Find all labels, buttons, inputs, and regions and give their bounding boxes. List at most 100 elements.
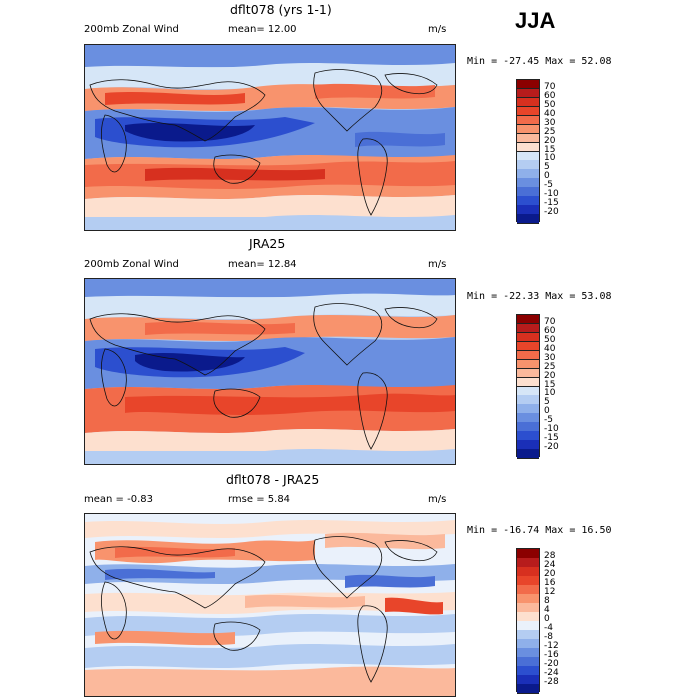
season-label: JJA	[515, 8, 556, 33]
colorbar-segment	[517, 368, 539, 379]
field-band	[85, 195, 455, 219]
colorbar-tick-label: 30	[544, 117, 556, 128]
colorbar-segment	[517, 106, 539, 117]
colorbar-tick-label: 0	[544, 171, 550, 182]
field-band	[325, 532, 445, 550]
colorbar-segment	[517, 431, 539, 441]
colorbar-tick-label: -28	[544, 677, 559, 687]
field-band	[245, 594, 365, 608]
colorbar-tick-label: 4	[544, 605, 550, 615]
colorbar-tick-label: 28	[544, 551, 556, 561]
field-band	[85, 293, 455, 319]
panel-3-units: m/s	[428, 494, 447, 505]
colorbar-segment	[517, 422, 539, 432]
colorbar-segment	[517, 440, 539, 450]
colorbar-segment	[517, 88, 539, 99]
colorbar-segment	[517, 214, 539, 224]
panel-3-colorbar: 28 24 20 16 12 8 4 0 -4 -8 -12 -16 -20 -24 -28	[516, 548, 576, 694]
field-band	[145, 167, 325, 181]
colorbar-segment	[517, 323, 539, 334]
colorbar-tick-label: -20	[544, 207, 559, 218]
panel-3-minmax: Min = -16.74 Max = 16.50	[467, 525, 612, 536]
panel-3-colorbar-box	[516, 548, 540, 694]
colorbar-tick-label: 0	[544, 614, 550, 624]
colorbar-segment	[517, 187, 539, 197]
panel-1-map	[84, 44, 456, 231]
field-band	[85, 429, 455, 453]
colorbar-segment	[517, 341, 539, 352]
colorbar-segment	[517, 205, 539, 215]
colorbar-tick-label: -12	[544, 641, 559, 651]
field-band	[85, 614, 455, 636]
colorbar-tick-label: 15	[544, 379, 556, 390]
colorbar-segment	[517, 350, 539, 361]
colorbar-segment	[517, 449, 539, 459]
panel-3-map-svg	[85, 514, 455, 696]
colorbar-tick-label: 40	[544, 343, 556, 354]
panel-2-map-svg	[85, 279, 455, 464]
colorbar-tick-label: -15	[544, 198, 559, 209]
panel-1-map-svg	[85, 45, 455, 230]
colorbar-segment	[517, 395, 539, 405]
field-band	[85, 279, 455, 297]
field-band	[125, 393, 455, 415]
panel-2-title: JRA25	[249, 236, 286, 251]
colorbar-tick-label: 60	[544, 325, 556, 336]
panel-2-colorbar-box	[516, 314, 540, 459]
panel-3-mean-label: mean = -0.83	[84, 494, 153, 505]
colorbar-segment	[517, 359, 539, 370]
colorbar-tick-label: 16	[544, 578, 556, 588]
field-band	[315, 83, 435, 99]
panel-1-title: dflt078 (yrs 1-1)	[230, 2, 332, 17]
field-band	[145, 321, 295, 335]
colorbar-segment	[517, 115, 539, 126]
coastlines	[89, 303, 438, 450]
panel-2-map	[84, 278, 456, 465]
panel-2-variable-label: 200mb Zonal Wind	[84, 259, 179, 270]
field-band	[85, 45, 455, 67]
colorbar-tick-label: -4	[544, 623, 553, 633]
panel-1-units: m/s	[428, 24, 447, 35]
colorbar-segment	[517, 413, 539, 423]
colorbar-segment	[517, 124, 539, 135]
panel-1-minmax: Min = -27.45 Max = 52.08	[467, 56, 612, 67]
field-band	[355, 131, 445, 147]
colorbar-segment	[517, 97, 539, 108]
panel-3-map	[84, 513, 456, 697]
colorbar-tick-label: -20	[544, 659, 559, 669]
colorbar-tick-label: 70	[544, 316, 556, 327]
colorbar-tick-label: 70	[544, 81, 556, 92]
colorbar-segment	[517, 377, 539, 387]
panel-1-variable-label: 200mb Zonal Wind	[84, 24, 179, 35]
panel-2-mean-label: mean= 12.84	[228, 259, 297, 270]
colorbar-tick-label: -10	[544, 189, 559, 200]
panel-1-mean-label: mean= 12.00	[228, 24, 297, 35]
panel-2-colorbar: 70 60 50 40 30 25 20 15 10 5 0 -5 -10 -15 -20	[516, 314, 576, 459]
colorbar-tick-label: 24	[544, 560, 556, 570]
colorbar-segment	[517, 151, 539, 161]
colorbar-segment	[517, 133, 539, 144]
panel-1-colorbar: 70 60 50 40 30 25 20 15 10 5 0 -5 -10 -15 -20	[516, 79, 576, 224]
colorbar-tick-label: 50	[544, 99, 556, 110]
field-band	[85, 666, 455, 696]
colorbar-tick-label: -15	[544, 433, 559, 444]
colorbar-tick-label: 15	[544, 144, 556, 155]
colorbar-tick-label: -5	[544, 180, 553, 191]
colorbar-segment	[517, 315, 539, 325]
colorbar-segment	[517, 386, 539, 396]
colorbar-tick-label: -16	[544, 650, 559, 660]
field-band	[345, 574, 435, 588]
colorbar-tick-label: -8	[544, 632, 553, 642]
colorbar-tick-label: 12	[544, 587, 556, 597]
colorbar-tick-label: 25	[544, 361, 556, 372]
colorbar-tick-label: 5	[544, 397, 550, 408]
field-band	[385, 597, 443, 615]
colorbar-tick-label: -24	[544, 668, 559, 678]
colorbar-tick-label: 10	[544, 153, 556, 164]
panel-3-rmse-label: rmse = 5.84	[228, 494, 291, 505]
field-band	[85, 451, 455, 464]
colorbar-segment	[517, 178, 539, 188]
colorbar-segment	[517, 80, 539, 90]
colorbar-segment	[517, 169, 539, 179]
panel-2-units: m/s	[428, 259, 447, 270]
